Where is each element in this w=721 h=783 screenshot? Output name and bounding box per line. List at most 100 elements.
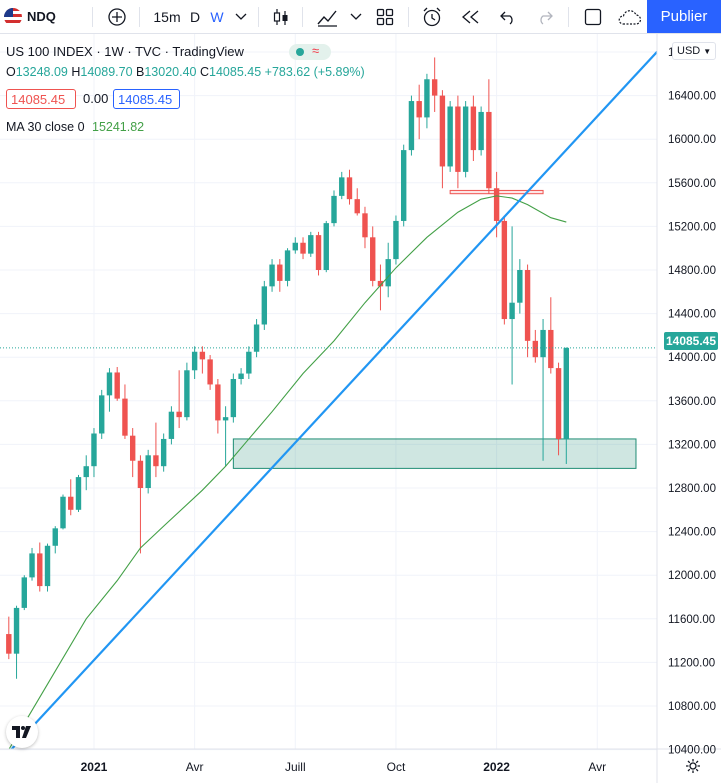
candle-body — [284, 250, 291, 281]
candle-body — [470, 106, 477, 151]
x-tick-label: Juill — [285, 760, 306, 774]
ma-legend: MA 30 close 0 15241.82 — [6, 120, 144, 134]
fullscreen-icon[interactable] — [580, 0, 606, 33]
indicators-dropdown-icon[interactable] — [345, 0, 367, 33]
interval-dropdown-icon[interactable] — [230, 0, 252, 33]
market-open-dot-icon — [296, 48, 304, 56]
candle-body — [548, 329, 554, 369]
candle-body — [532, 340, 539, 358]
candle-body — [416, 101, 422, 118]
candle-body — [377, 280, 384, 287]
candle-body — [555, 368, 562, 439]
candle-body — [168, 411, 175, 439]
buy-button[interactable]: 14085.45 — [113, 89, 180, 109]
interval-w[interactable]: W — [210, 8, 224, 25]
support-zone-rect — [232, 438, 637, 469]
candle-body — [261, 286, 268, 325]
y-tick-label: 13200.00 — [668, 439, 716, 451]
candle-body — [408, 101, 415, 151]
x-tick-label: Avr — [186, 760, 204, 774]
candle-body — [385, 259, 391, 287]
redo-icon[interactable] — [531, 0, 559, 33]
y-tick-label: 16400.00 — [668, 91, 716, 103]
low-value: 13020.40 — [144, 65, 197, 79]
candle-body — [393, 220, 399, 260]
undo-icon[interactable] — [494, 0, 522, 33]
y-tick-label: 16000.00 — [668, 134, 716, 146]
layout-grid-icon[interactable] — [372, 0, 398, 33]
symbol-selector[interactable]: NDQ — [4, 0, 64, 33]
candle-body — [114, 372, 120, 399]
y-tick-label: 10400.00 — [668, 745, 716, 757]
trend-line — [10, 50, 657, 749]
candle-body — [60, 496, 66, 529]
chart-title: US 100 INDEX · 1W · TVC · TradingView — [6, 44, 244, 59]
current-price-label: 14085.45 — [664, 332, 718, 350]
candle-body — [129, 435, 136, 461]
candle-body — [269, 264, 275, 287]
y-tick-label: 12800.00 — [668, 483, 716, 495]
candle-body — [238, 373, 244, 379]
candle-body — [501, 220, 508, 320]
y-tick-label: 12400.00 — [668, 527, 716, 539]
replay-icon[interactable] — [456, 0, 484, 33]
candle-body — [455, 106, 461, 172]
candle-body — [331, 195, 337, 224]
chart-area[interactable]: 10400.00 10800.00 11200.00 11600.00 12000.00… — [0, 34, 721, 783]
close-label: C — [199, 65, 210, 79]
candle-body — [540, 329, 546, 358]
candle-body — [176, 411, 182, 418]
alert-clock-icon[interactable] — [418, 0, 446, 33]
candle-body — [153, 455, 159, 467]
candle-body — [400, 150, 407, 221]
divider — [302, 7, 303, 27]
y-tick-label: 14000.00 — [668, 352, 716, 364]
candle-body — [431, 79, 438, 96]
us-flag-icon — [4, 7, 22, 26]
x-tick-label: 2022 — [483, 760, 510, 774]
market-status-badge[interactable]: ≈ — [289, 43, 331, 60]
candle-body — [308, 235, 314, 254]
candle-body — [462, 106, 469, 172]
candle-body — [362, 213, 368, 238]
interval-d[interactable]: D — [189, 8, 201, 25]
wave-icon: ≈ — [312, 43, 320, 58]
y-tick-label: 11600.00 — [668, 614, 715, 626]
ohlc-legend: O13248.09 H14089.70 B13020.40 C14085.45 … — [6, 65, 365, 79]
candle-body — [439, 95, 446, 167]
sell-button[interactable]: 14085.45 — [6, 89, 76, 109]
candle-body — [222, 417, 229, 421]
high-label: H — [71, 65, 81, 79]
y-tick-label: 15200.00 — [668, 221, 716, 233]
candle-body — [184, 370, 190, 418]
currency-selector[interactable]: USD ▼ — [672, 42, 716, 60]
candle-body — [370, 237, 376, 281]
x-tick-label: Avr — [588, 760, 606, 774]
cloud-save-icon[interactable] — [614, 0, 644, 33]
interval-15m[interactable]: 15m — [153, 8, 181, 25]
candles-chart-type-icon[interactable] — [268, 0, 294, 33]
candle-body — [160, 438, 167, 467]
candlestick-chart[interactable]: 10400.00 10800.00 11200.00 11600.00 12000.00… — [0, 34, 721, 783]
plot-layer — [0, 50, 657, 749]
publish-button[interactable]: Publier — [647, 0, 721, 33]
candle-body — [145, 455, 151, 488]
candle-body — [13, 607, 20, 654]
candle-body — [277, 264, 283, 281]
tradingview-logo-icon[interactable] — [6, 716, 38, 748]
open-value: 13248.09 — [15, 65, 68, 79]
add-symbol-icon[interactable] — [104, 0, 130, 33]
candle-body — [68, 496, 74, 510]
candle-body — [122, 398, 128, 436]
indicators-icon[interactable] — [313, 0, 341, 33]
candle-body — [478, 111, 484, 151]
candle-body — [29, 553, 35, 578]
settings-gear-icon[interactable] — [680, 750, 706, 782]
candle-body — [524, 270, 531, 341]
candle-body — [52, 528, 58, 546]
candle-body — [300, 242, 306, 254]
ma-label: MA 30 close 0 — [6, 120, 85, 134]
candle-body — [215, 384, 221, 421]
candle-body — [509, 302, 515, 320]
candle-body — [447, 106, 453, 167]
